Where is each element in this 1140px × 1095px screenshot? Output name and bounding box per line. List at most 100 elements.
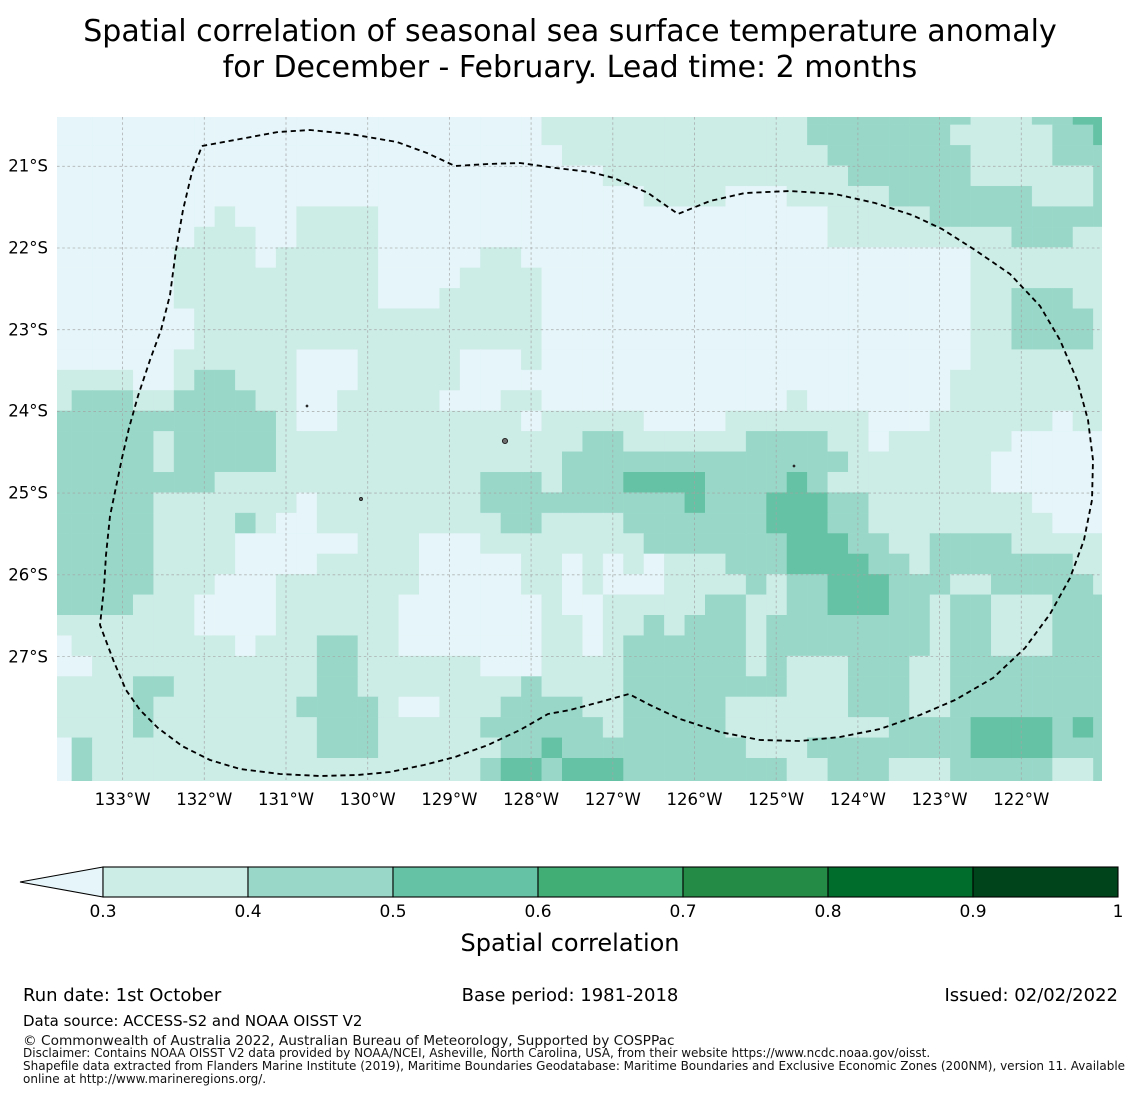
heatmap-cell: [684, 124, 706, 146]
heatmap-cell: [357, 206, 379, 228]
heatmap-cell: [643, 288, 665, 310]
island-marker: [359, 497, 363, 501]
heatmap-cell: [337, 145, 359, 167]
heatmap-cell: [970, 308, 992, 330]
heatmap-cell: [132, 676, 154, 698]
heatmap-cell: [92, 124, 114, 146]
heatmap-cell: [848, 778, 869, 781]
heatmap-cell: [296, 145, 318, 167]
heatmap-cell: [1011, 185, 1033, 207]
heatmap-cell: [950, 655, 972, 677]
y-tick-label: 24°S: [8, 401, 48, 421]
colorbar-label: Spatial correlation: [460, 929, 680, 957]
heatmap-cell: [909, 471, 931, 493]
heatmap-cell: [848, 594, 869, 616]
heatmap-cell: [970, 226, 992, 248]
heatmap-cell: [398, 328, 420, 350]
heatmap-cell: [868, 737, 890, 759]
heatmap-cell: [398, 574, 420, 596]
heatmap-cell: [970, 594, 992, 616]
heatmap-cell: [235, 574, 257, 596]
heatmap-cell: [909, 117, 931, 126]
heatmap-cell: [745, 185, 767, 207]
heatmap-cell: [827, 655, 849, 677]
heatmap-cell: [868, 512, 890, 534]
heatmap-cell: [235, 533, 257, 555]
heatmap-cell: [71, 553, 93, 575]
heatmap-cell: [132, 247, 154, 269]
heatmap-cell: [909, 717, 931, 739]
heatmap-cell: [541, 676, 563, 698]
heatmap-cell: [71, 145, 93, 167]
heatmap-cell: [888, 410, 910, 432]
heatmap-cell: [991, 655, 1012, 677]
heatmap-cell: [684, 165, 706, 187]
heatmap-cell: [582, 267, 604, 289]
heatmap-cell: [418, 124, 440, 146]
heatmap-cell: [888, 117, 910, 126]
colorbar-tick-label: 0.9: [959, 902, 987, 922]
heatmap-cell: [664, 492, 686, 514]
heatmap-cell: [991, 288, 1012, 310]
heatmap-cell: [664, 594, 686, 616]
heatmap-cell: [480, 117, 502, 126]
heatmap-cell: [664, 328, 686, 350]
heatmap-cell: [623, 615, 645, 636]
heatmap-cell: [888, 288, 910, 310]
heatmap-cell: [684, 451, 706, 473]
heatmap-cell: [745, 308, 767, 330]
heatmap-cell: [480, 165, 502, 187]
heatmap-cell: [868, 267, 890, 289]
heatmap-cell: [582, 206, 604, 228]
heatmap-cell: [296, 267, 318, 289]
heatmap-cell: [71, 451, 93, 473]
heatmap-cell: [970, 206, 992, 228]
heatmap-cell: [480, 226, 502, 248]
heatmap-cell: [888, 390, 910, 412]
heatmap-cell: [684, 635, 706, 657]
heatmap-cell: [745, 328, 767, 350]
heatmap-cell: [378, 226, 400, 248]
heatmap-cell: [132, 124, 154, 146]
heatmap-cell: [541, 410, 563, 432]
heatmap-cell: [521, 369, 543, 391]
heatmap-cell: [1011, 696, 1033, 718]
heatmap-cell: [541, 574, 563, 596]
heatmap-cell: [398, 533, 420, 555]
heatmap-cell: [296, 594, 318, 616]
heatmap-cell: [1031, 308, 1053, 330]
heatmap-cell: [1093, 492, 1102, 514]
heatmap-cell: [316, 328, 338, 350]
heatmap-cell: [1011, 226, 1033, 248]
heatmap-cell: [255, 615, 277, 636]
heatmap-cell: [337, 247, 359, 269]
heatmap-cell: [827, 594, 849, 616]
heatmap-cell: [1072, 758, 1094, 779]
heatmap-cell: [602, 206, 624, 228]
shapefile-credit-line2: online at http://www.marineregions.org/.: [23, 1072, 267, 1086]
heatmap-cell: [316, 635, 338, 657]
heatmap-cell: [357, 574, 379, 596]
heatmap-cell: [827, 778, 849, 781]
heatmap-cell: [1031, 390, 1053, 412]
heatmap-cell: [255, 635, 277, 657]
heatmap-cell: [970, 349, 992, 371]
heatmap-cell: [153, 145, 175, 167]
heatmap-cell: [398, 288, 420, 310]
heatmap-cell: [418, 165, 440, 187]
heatmap-cell: [378, 328, 400, 350]
heatmap-cell: [275, 574, 297, 596]
colorbar-underflow-arrow: [19, 866, 104, 898]
heatmap-cell: [132, 288, 154, 310]
heatmap-cell: [664, 226, 686, 248]
heatmap-cell: [357, 410, 379, 432]
heatmap-cell: [92, 145, 114, 167]
heatmap-cell: [418, 226, 440, 248]
heatmap-cell: [705, 533, 726, 555]
heatmap-cell: [848, 635, 869, 657]
heatmap-cell: [970, 165, 992, 187]
heatmap-cell: [378, 185, 400, 207]
heatmap-cell: [1052, 369, 1074, 391]
heatmap-cell: [602, 349, 624, 371]
heatmap-cell: [153, 431, 175, 453]
